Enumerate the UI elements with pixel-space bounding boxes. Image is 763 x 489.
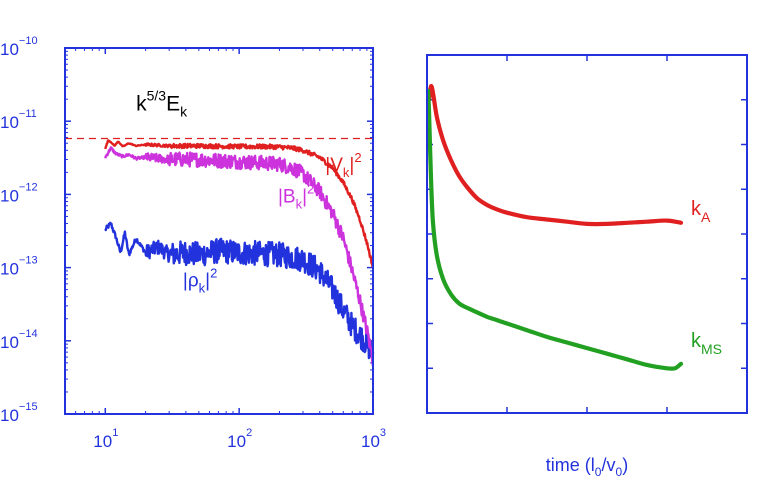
annotation-v: |Vk|2 xyxy=(325,150,361,180)
series-line-0 xyxy=(104,139,375,268)
plot-frame-left xyxy=(64,47,374,415)
y-tick-label: 10−11 xyxy=(0,108,37,132)
series-line-2 xyxy=(104,221,375,360)
spectra-chart: 10−10 10−11 10−12 10−13 10−14 10−15 101 102 103 k… xyxy=(0,35,386,451)
x-tick-label: 102 xyxy=(227,427,252,451)
annotation-b: |Bk|2 xyxy=(278,181,314,211)
y-tick-label: 10−12 xyxy=(0,181,38,205)
annotation-rho: |ρk|2 xyxy=(183,266,217,296)
y-tick-label: 10−13 xyxy=(0,255,38,279)
series-line-kms xyxy=(425,88,684,371)
series-line-1 xyxy=(104,146,375,367)
series-label-ka: kA xyxy=(691,198,711,225)
y-tick-label: 10−14 xyxy=(0,328,38,352)
plot-area-right xyxy=(427,55,747,413)
x-tick-label: 101 xyxy=(93,427,118,451)
x-tick-label: 103 xyxy=(361,427,386,451)
wavenumber-time-chart: time (l0/v0) kA kMS xyxy=(425,54,748,479)
series-line-ka xyxy=(426,83,684,227)
x-axis-title: time (l0/v0) xyxy=(546,455,628,479)
plot-frame-right xyxy=(426,54,748,414)
plot-area-left xyxy=(65,48,373,414)
series-label-kms: kMS xyxy=(691,330,722,357)
annotation-ref: k5/3Ek xyxy=(136,88,188,120)
y-tick-label: 10−15 xyxy=(0,401,38,425)
y-tick-label: 10−10 xyxy=(0,35,38,59)
